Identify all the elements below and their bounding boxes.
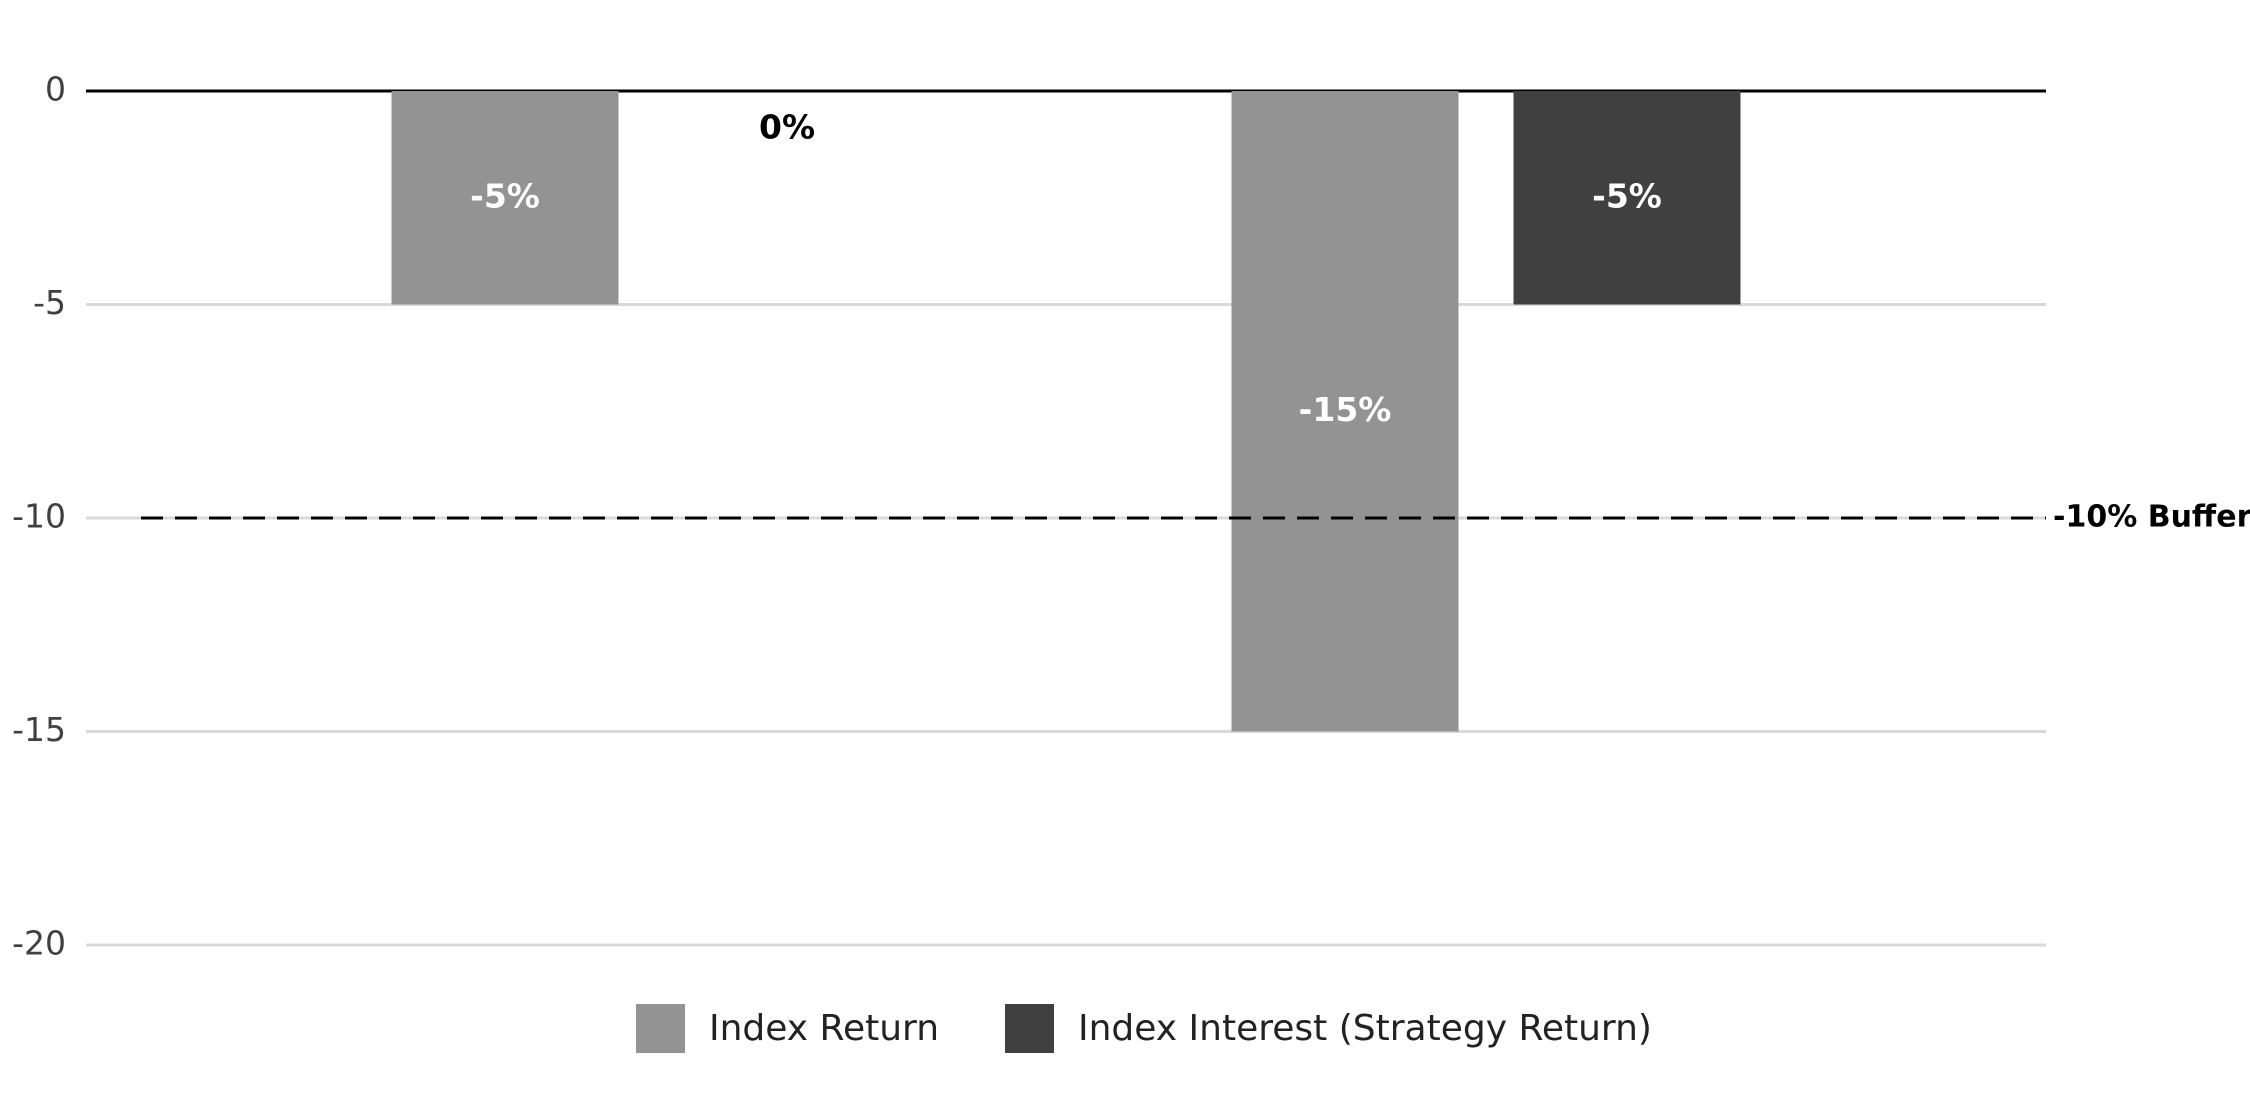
bar bbox=[1231, 91, 1459, 732]
reference-label: -10% Buffer bbox=[2053, 500, 2250, 535]
legend-label: Index Return bbox=[709, 1008, 939, 1049]
y-tick-label: -15 bbox=[12, 710, 66, 749]
bar bbox=[1513, 91, 1741, 305]
data-label: -15% bbox=[1299, 390, 1392, 429]
data-label: -5% bbox=[1592, 176, 1662, 215]
legend-swatch bbox=[1005, 1004, 1054, 1053]
bar bbox=[391, 91, 619, 305]
y-tick-label: 0 bbox=[45, 70, 66, 109]
y-tick-label: -10 bbox=[12, 497, 66, 536]
legend-swatch bbox=[636, 1004, 685, 1053]
y-tick-label: -5 bbox=[33, 283, 66, 322]
legend-label: Index Interest (Strategy Return) bbox=[1078, 1008, 1652, 1049]
data-label: 0% bbox=[759, 108, 815, 147]
data-label: -5% bbox=[470, 176, 540, 215]
y-tick-label: -20 bbox=[12, 924, 66, 963]
